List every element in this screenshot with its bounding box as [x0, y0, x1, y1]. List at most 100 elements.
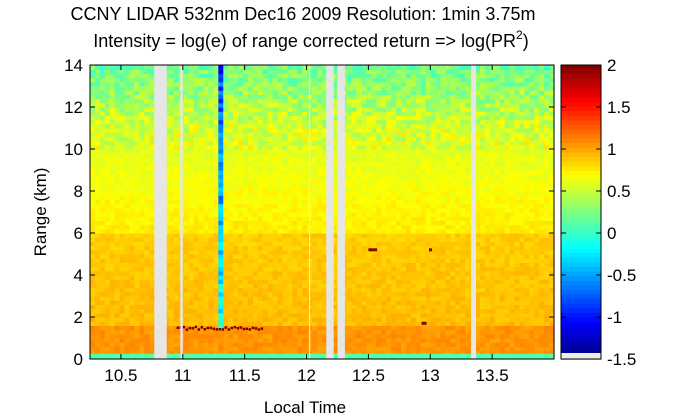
- heatmap-cell: [243, 308, 249, 314]
- heatmap-cell: [410, 275, 417, 280]
- heatmap-cell: [228, 102, 234, 108]
- heatmap-cell: [228, 249, 234, 255]
- heatmap-cell: [381, 291, 387, 297]
- heatmap-cell: [252, 308, 259, 314]
- heatmap-cell: [233, 140, 239, 146]
- heatmap-cell: [420, 98, 427, 104]
- heatmap-cell: [213, 329, 219, 335]
- heatmap-cell: [400, 102, 407, 108]
- heatmap-cell: [292, 81, 298, 87]
- heatmap-cell: [391, 308, 397, 314]
- heatmap-cell: [243, 102, 249, 108]
- heatmap-cell: [183, 191, 190, 196]
- heatmap-cell: [317, 220, 323, 226]
- heatmap-cell: [366, 128, 372, 133]
- heatmap-cell: [287, 98, 293, 104]
- heatmap-cell: [435, 266, 442, 272]
- heatmap-cell: [361, 182, 368, 188]
- heatmap-cell: [90, 102, 96, 108]
- heatmap-cell: [257, 178, 264, 184]
- heatmap-cell: [302, 308, 308, 314]
- heatmap-cell: [134, 275, 140, 280]
- heatmap-cell: [361, 241, 368, 247]
- heatmap-cell: [233, 283, 239, 289]
- heatmap-cell: [193, 157, 200, 163]
- heatmap-cell: [267, 275, 274, 280]
- heatmap-cell: [277, 94, 284, 100]
- heatmap-cell: [381, 312, 387, 318]
- heatmap-cell: [405, 111, 412, 116]
- heatmap-cell: [317, 165, 323, 171]
- heatmap-cell: [272, 94, 279, 100]
- heatmap-cell: [203, 153, 210, 158]
- heatmap-cell: [376, 220, 382, 226]
- heatmap-cell: [396, 228, 402, 234]
- heatmap-cell: [415, 342, 422, 347]
- heatmap-cell: [223, 270, 229, 276]
- heatmap-cell: [124, 249, 131, 255]
- heatmap-cell: [228, 81, 234, 87]
- heatmap-cell: [420, 119, 427, 125]
- heatmap-cell: [188, 237, 195, 242]
- heatmap-cell: [366, 102, 372, 108]
- heatmap-cell: [420, 212, 427, 217]
- heatmap-cell: [297, 90, 303, 95]
- heatmap-cell: [129, 220, 136, 226]
- heatmap-cell: [400, 346, 407, 352]
- heatmap-cell: [149, 128, 155, 133]
- heatmap-cell: [331, 174, 338, 179]
- heatmap-cell: [435, 86, 442, 91]
- heatmap-cell: [312, 350, 318, 356]
- heatmap-cell: [410, 287, 417, 293]
- heatmap-cell: [247, 233, 254, 238]
- heatmap-cell: [425, 195, 432, 200]
- heatmap-cell: [257, 325, 264, 331]
- heatmap-cell: [366, 119, 372, 125]
- heatmap-cell: [312, 308, 318, 314]
- heatmap-cell: [243, 165, 249, 171]
- heatmap-cell: [243, 300, 249, 305]
- heatmap-cell: [287, 346, 293, 352]
- heatmap-cell: [317, 144, 323, 150]
- heatmap-cell: [277, 149, 284, 154]
- heatmap-cell: [233, 304, 239, 310]
- heatmap-cell: [267, 136, 274, 142]
- heatmap-cell: [124, 212, 131, 217]
- heatmap-cell: [173, 258, 180, 263]
- heatmap-cell: [218, 153, 224, 158]
- heatmap-cell: [386, 275, 392, 280]
- heatmap-cell: [99, 111, 106, 116]
- heatmap-cell: [322, 283, 328, 289]
- heatmap-cell: [109, 321, 116, 326]
- heatmap-cell: [346, 262, 353, 268]
- heatmap-cell: [203, 321, 210, 326]
- heatmap-cell: [381, 258, 387, 263]
- heatmap-cell: [238, 170, 244, 175]
- heatmap-cell: [173, 249, 180, 255]
- heatmap-cell: [322, 212, 328, 217]
- heatmap-cell: [114, 119, 121, 125]
- heatmap-cell: [218, 254, 224, 259]
- heatmap-cell: [272, 107, 279, 112]
- heatmap-cell: [119, 165, 126, 171]
- heatmap-cell: [198, 245, 205, 251]
- heatmap-cell: [223, 111, 229, 116]
- heatmap-cell: [114, 149, 121, 154]
- heatmap-cell: [247, 325, 254, 331]
- heatmap-cell: [415, 312, 422, 318]
- heatmap-cell: [312, 212, 318, 217]
- heatmap-cell: [292, 119, 298, 125]
- heatmap-cell: [366, 81, 372, 87]
- heatmap-cell: [149, 90, 155, 95]
- heatmap-cell: [213, 275, 219, 280]
- heatmap-cell: [149, 132, 155, 137]
- heatmap-cell: [267, 73, 274, 79]
- heatmap-cell: [262, 216, 269, 221]
- heatmap-cell: [238, 94, 244, 100]
- heatmap-cell: [361, 73, 368, 79]
- heatmap-cell: [90, 220, 96, 226]
- heatmap-cell: [410, 111, 417, 116]
- heatmap-cell: [272, 136, 279, 142]
- heatmap-cell: [391, 321, 397, 326]
- heatmap-cell: [223, 153, 229, 158]
